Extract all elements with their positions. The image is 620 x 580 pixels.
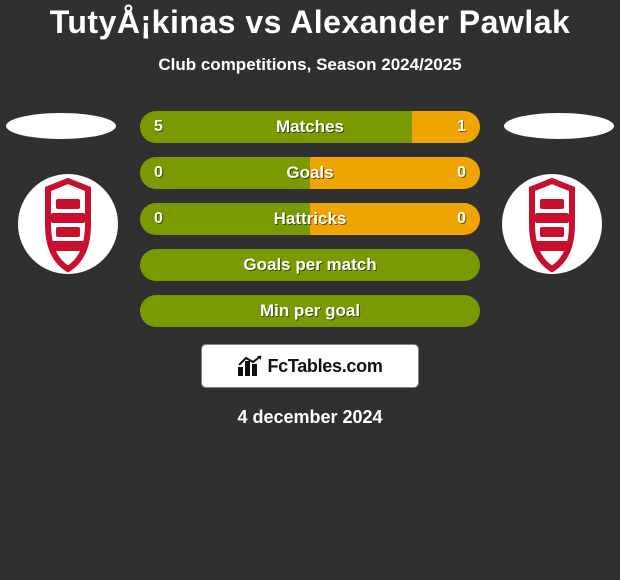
stat-seg-right: 0 [310, 203, 480, 235]
stat-row-full: Goals per match [140, 249, 480, 281]
page-title: TutyÅ¡kinas vs Alexander Pawlak [0, 0, 620, 41]
player-marker-left [6, 113, 116, 139]
stat-value-right: 0 [457, 210, 466, 228]
club-badge-left [18, 169, 118, 279]
stat-value-left: 0 [154, 210, 163, 228]
stat-row-full: Min per goal [140, 295, 480, 327]
stat-seg-right: 1 [412, 111, 480, 143]
brand-icon [237, 355, 263, 377]
stat-row: 51Matches [140, 111, 480, 143]
date-label: 4 december 2024 [0, 407, 620, 428]
stat-seg-left: 5 [140, 111, 412, 143]
stat-seg-right: 0 [310, 157, 480, 189]
club-badge-right [502, 169, 602, 279]
stat-value-left: 0 [154, 164, 163, 182]
comparison-panel: 51Matches00Goals00HattricksGoals per mat… [0, 111, 620, 428]
subtitle: Club competitions, Season 2024/2025 [0, 55, 620, 75]
stat-value-right: 1 [457, 118, 466, 136]
brand-text: FcTables.com [267, 356, 382, 377]
player-marker-right [504, 113, 614, 139]
stat-row: 00Goals [140, 157, 480, 189]
stat-seg-left: 0 [140, 203, 310, 235]
stat-row: 00Hattricks [140, 203, 480, 235]
brand-box: FcTables.com [202, 345, 418, 387]
stat-rows: 51Matches00Goals00HattricksGoals per mat… [140, 111, 480, 327]
stat-value-left: 5 [154, 118, 163, 136]
stat-value-right: 0 [457, 164, 466, 182]
stat-seg-left: 0 [140, 157, 310, 189]
